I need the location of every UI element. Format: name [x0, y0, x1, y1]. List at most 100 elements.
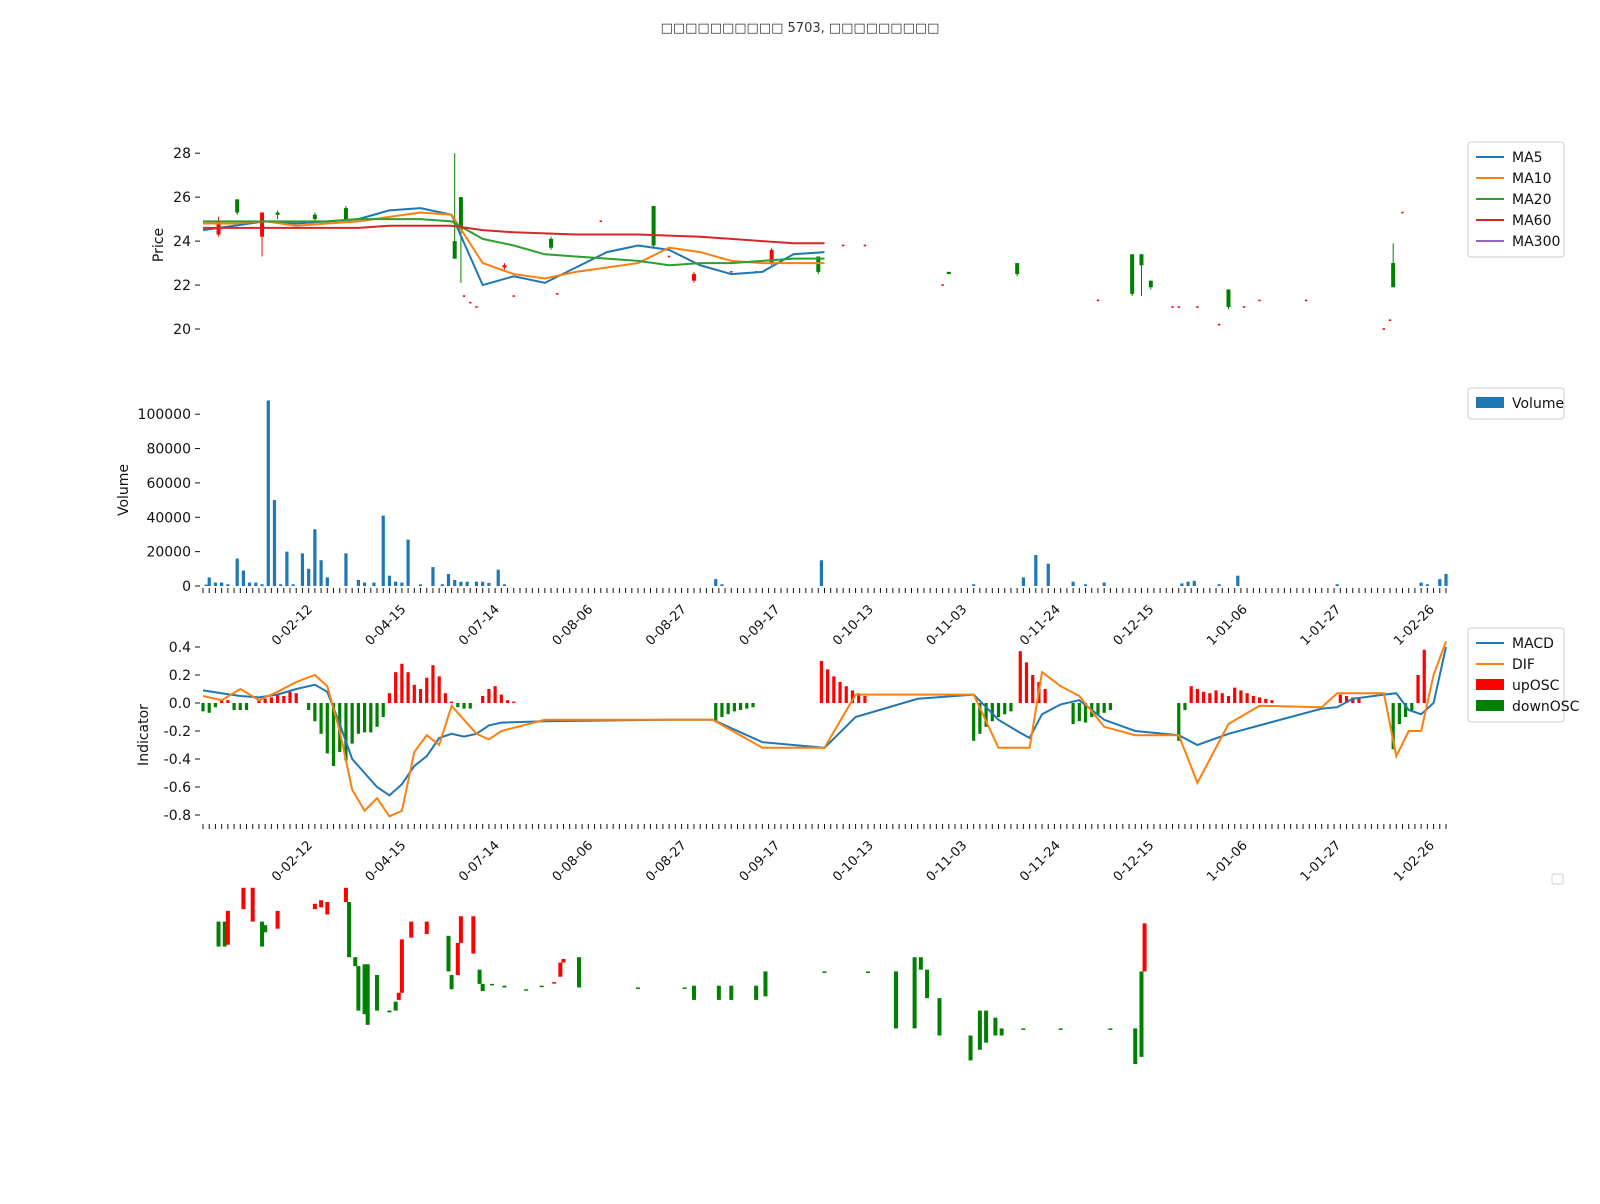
y-tick-label: -0.8 [164, 808, 191, 824]
segment-bar [250, 887, 255, 922]
osc-bar [1214, 690, 1218, 703]
segment-bar [347, 902, 352, 958]
segment-bar [866, 971, 871, 973]
osc-bar [220, 700, 224, 703]
volume-bar [362, 582, 367, 586]
candle-tick [462, 295, 466, 297]
segment-bar [409, 921, 414, 938]
osc-bar [1024, 662, 1029, 703]
volume-bar [1034, 555, 1038, 586]
osc-bar [213, 703, 218, 708]
candle-body [260, 212, 265, 237]
segment-bar [754, 985, 759, 1000]
segment-bar [356, 966, 361, 1011]
osc-bar [996, 703, 1001, 717]
volume-bar [487, 582, 491, 586]
volume-bar [1021, 577, 1025, 586]
osc-bar [331, 703, 336, 766]
volume-bar [241, 570, 245, 586]
series-line-ma10 [203, 211, 825, 280]
volume-bar [418, 584, 423, 586]
osc-bar [1177, 703, 1181, 741]
legend-label: upOSC [1512, 678, 1560, 694]
osc-bar [1391, 703, 1395, 750]
volume-bar [496, 569, 500, 586]
osc-bar [1183, 703, 1187, 710]
candle-tick [1304, 299, 1308, 302]
chart-title: □□□□□□□□□□ 5703, □□□□□□□□□ [661, 21, 940, 36]
candle-tick [469, 301, 472, 304]
osc-bar [745, 703, 749, 709]
segment-bar [365, 964, 370, 1025]
volume-bar [220, 582, 224, 586]
segment-bar [225, 910, 230, 945]
osc-bar [1220, 693, 1224, 703]
osc-bar [1083, 703, 1088, 723]
y-tick-label: 26 [173, 190, 191, 206]
candle-body [275, 212, 280, 215]
osc-bar [1102, 703, 1106, 713]
candle-body [946, 271, 951, 275]
volume-bar [381, 515, 385, 586]
candle-tick [863, 244, 867, 247]
volume-bar [372, 582, 376, 586]
osc-bar [288, 691, 292, 703]
segment-bar [455, 942, 460, 975]
osc-bar [819, 661, 823, 703]
osc-bar [387, 693, 392, 703]
osc-bar [978, 703, 982, 734]
y-tick-label: 60000 [146, 476, 191, 492]
osc-bar [1251, 696, 1255, 703]
candle-tick [941, 284, 944, 286]
x-tick-label: 0-11-24 [1017, 602, 1063, 648]
osc-bar [714, 703, 718, 722]
x-tick-label: 0-02-12 [269, 838, 315, 884]
indicator-panel: -0.8 -0.6 -0.4 -0.2 0.0 0.2 0.4 Indicator 0-02-1… [136, 627, 1580, 885]
osc-bar [244, 703, 249, 710]
y-tick-label: 28 [173, 146, 191, 162]
volume-bar [207, 577, 211, 586]
bottom-panel [216, 873, 1564, 1064]
x-tick-label: 0-07-14 [456, 602, 502, 648]
segment-bar [822, 971, 827, 973]
osc-bar [826, 669, 830, 703]
segment-bar [524, 989, 529, 991]
segment-bar [449, 975, 454, 990]
segment-bar [263, 925, 268, 933]
candle-tick [1196, 306, 1199, 308]
osc-bar [499, 694, 503, 703]
x-tick-label: 0-11-24 [1017, 838, 1063, 884]
osc-bar [1018, 651, 1022, 703]
volume-bar [226, 584, 230, 586]
legend-label: MA10 [1512, 171, 1551, 187]
volume-bar [319, 560, 323, 586]
volume-bar [1046, 563, 1050, 586]
candle-tick [1382, 328, 1386, 330]
candle-body [691, 274, 696, 281]
osc-bar [1226, 696, 1231, 703]
segment-bar [937, 998, 942, 1036]
segment-bar [984, 1010, 989, 1043]
segment-bar [691, 985, 696, 1000]
candle-body [1148, 280, 1153, 288]
x-tick-label: 1-02-26 [1391, 602, 1437, 648]
legend-box [1551, 873, 1564, 885]
volume-bar [325, 577, 329, 586]
osc-bar [207, 703, 211, 713]
osc-bar [751, 703, 755, 708]
candle-tick [1177, 306, 1180, 308]
legend-swatch [1476, 700, 1504, 711]
osc-bar [1077, 703, 1081, 722]
volume-bar [300, 553, 305, 586]
segment-bar [393, 1001, 398, 1011]
osc-bar [481, 696, 485, 703]
volume-bar [720, 584, 724, 586]
osc-bar [720, 703, 724, 717]
candle-tick [841, 244, 845, 247]
candle-tick [1258, 299, 1261, 302]
volume-bar [400, 582, 404, 586]
legend-box [1467, 141, 1565, 258]
osc-bar [275, 694, 280, 703]
osc-bar [838, 682, 842, 703]
